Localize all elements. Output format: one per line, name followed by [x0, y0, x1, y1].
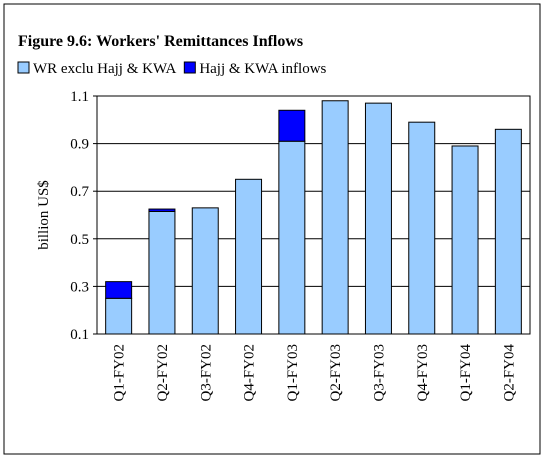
x-tick-label: Q4-FY02 [242, 344, 258, 402]
y-tick-label: 0.3 [70, 279, 89, 295]
x-tick-label: Q3-FY03 [371, 344, 387, 402]
x-tick-label: Q2-FY03 [328, 344, 344, 402]
x-tick-label: Q1-FY03 [285, 344, 301, 402]
x-tick-label: Q3-FY02 [198, 344, 214, 402]
x-tick-label: Q1-FY02 [112, 344, 128, 402]
y-tick-label: 0.1 [70, 327, 89, 343]
legend-label: Hajj & KWA inflows [199, 61, 326, 77]
bar-segment [235, 178, 263, 335]
y-tick-label: 1.1 [70, 89, 89, 105]
y-tick-label: 0.9 [70, 137, 89, 153]
bar-segment [148, 210, 176, 335]
bar-segment [278, 140, 306, 335]
bar-segment [408, 121, 436, 335]
bar-segment [364, 102, 392, 335]
bar-segment [105, 297, 133, 335]
legend-swatch [183, 61, 196, 74]
bar-segment [321, 100, 349, 335]
y-tick-label: 0.5 [70, 232, 89, 248]
legend-swatch [17, 61, 30, 74]
bar-segment [278, 109, 306, 142]
x-tick-label: Q1-FY04 [458, 344, 474, 402]
bar-segment [191, 207, 219, 335]
x-tick-label: Q2-FY02 [155, 344, 171, 402]
y-axis-label: billion US$ [36, 180, 52, 250]
bar-segment [105, 281, 133, 299]
x-tick-label: Q4-FY03 [415, 344, 431, 402]
x-tick-label: Q2-FY04 [501, 344, 517, 402]
bar-segment [451, 145, 479, 335]
chart-title: Figure 9.6: Workers' Remittances Inflows [18, 33, 303, 50]
bar-segment [494, 128, 522, 335]
y-tick-label: 0.7 [70, 184, 89, 200]
bar-segment [148, 208, 176, 212]
legend-label: WR exclu Hajj & KWA [33, 61, 176, 77]
